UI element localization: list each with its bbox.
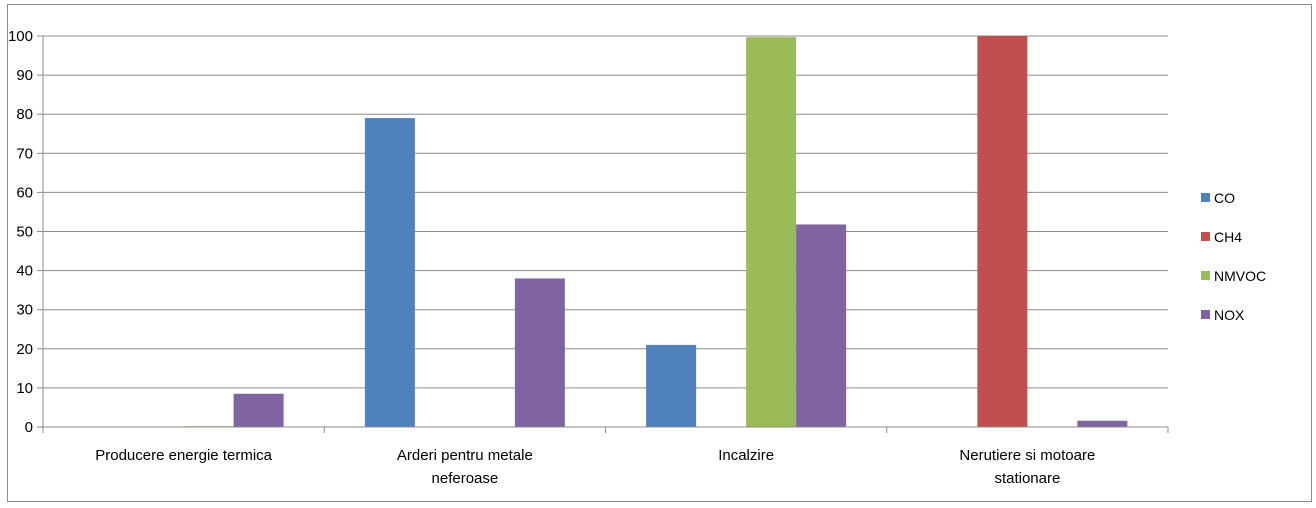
- bar-nox-2: [796, 224, 847, 427]
- y-tick-label: 30: [16, 302, 33, 319]
- legend-label-ch4: CH4: [1214, 229, 1242, 245]
- y-tick-label: 90: [16, 67, 33, 84]
- y-tick-label: 80: [16, 106, 33, 123]
- y-tick-label: 70: [16, 145, 33, 162]
- legend-swatch-co: [1201, 193, 1210, 202]
- x-axis-labels: Producere energie termica Arderi pentru m…: [95, 447, 1095, 487]
- legend: CO CH4 NMVOC NOX: [1201, 190, 1266, 323]
- y-tick-label: 60: [16, 184, 33, 201]
- bar-co-2: [646, 344, 697, 427]
- legend-swatch-nox: [1201, 310, 1210, 319]
- y-tick-label: 50: [16, 224, 33, 241]
- legend-swatch-ch4: [1201, 232, 1210, 241]
- x-category-label: neferoase: [432, 470, 499, 487]
- x-category-label: Incalzire: [718, 447, 774, 464]
- y-tick-label: 100: [8, 28, 33, 45]
- bar-nmvoc-2: [746, 37, 797, 427]
- legend-swatch-nmvoc: [1201, 271, 1210, 280]
- y-tick-label: 20: [16, 341, 33, 358]
- y-tick-label: 10: [16, 380, 33, 397]
- y-tick-label: 0: [25, 419, 33, 436]
- bar-ch4-3: [977, 36, 1028, 427]
- bar-nox-0: [233, 393, 284, 427]
- x-category-label: Arderi pentru metale: [397, 447, 533, 464]
- bar-nox-3: [1077, 420, 1128, 427]
- bar-nox-1: [514, 278, 565, 427]
- x-category-label: Producere energie termica: [95, 447, 272, 464]
- bars: [183, 36, 1128, 428]
- legend-label-nox: NOX: [1214, 307, 1245, 323]
- legend-label-nmvoc: NMVOC: [1214, 268, 1266, 284]
- y-axis-ticks: 0 10 20 30 40 50 60 70 80 90 100: [8, 28, 33, 436]
- x-category-label: stationare: [994, 470, 1060, 487]
- bar-co-1: [364, 118, 415, 428]
- y-tick-label: 40: [16, 263, 33, 280]
- x-axis: [42, 426, 1169, 433]
- x-category-label: Nerutiere si motoare: [959, 447, 1095, 464]
- legend-label-co: CO: [1214, 190, 1235, 206]
